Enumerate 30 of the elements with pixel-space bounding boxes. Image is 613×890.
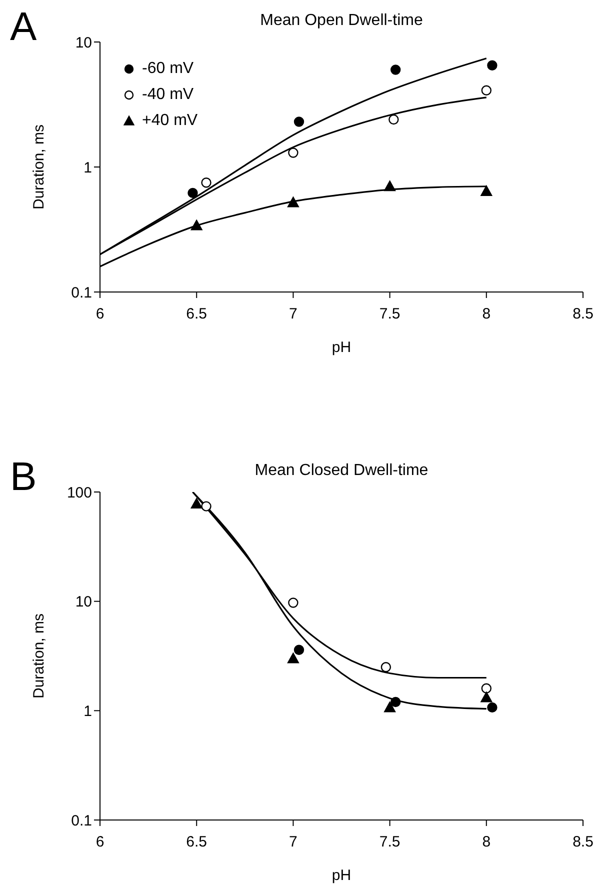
text: A — [10, 4, 37, 50]
x-axis-title: pH — [332, 339, 352, 356]
legend-label: +40 mV — [142, 112, 198, 130]
x-tick-label: 8 — [482, 306, 491, 323]
x-tick-label: 6.5 — [186, 834, 208, 851]
x-tick-label: 8.5 — [572, 834, 594, 851]
y-tick-label: 0.1 — [71, 812, 92, 830]
x-tick-label: 6 — [96, 834, 104, 851]
y-axis-title: Duration, ms — [30, 124, 48, 210]
y-tick-label: 1 — [84, 159, 92, 176]
y-tick-label: 10 — [75, 594, 92, 611]
x-tick-label: 8 — [482, 834, 491, 851]
chart-title: Mean Closed Dwell-time — [254, 462, 430, 480]
y-tick-label: 10 — [75, 34, 92, 52]
y-tick-label: 1 — [84, 702, 92, 720]
x-tick-label: 6 — [96, 306, 104, 323]
y-axis-title: Duration, ms — [30, 613, 48, 699]
legend-label: -60 mV — [142, 60, 194, 78]
x-axis-title: pH — [332, 867, 352, 884]
x-tick-label: 7.5 — [379, 306, 400, 323]
x-tick-label: 8.5 — [572, 306, 594, 323]
y-tick-label: 0.1 — [71, 284, 92, 302]
x-tick-label: 6.5 — [186, 306, 208, 323]
y-tick-label: 100 — [66, 484, 92, 502]
x-tick-label: 7.5 — [379, 834, 400, 851]
x-tick-label: 7 — [289, 306, 298, 323]
chart-title: Mean Open Dwell-time — [259, 12, 424, 30]
legend-label: -40 mV — [142, 86, 194, 104]
x-tick-label: 7 — [289, 834, 298, 851]
text: B — [10, 454, 37, 500]
